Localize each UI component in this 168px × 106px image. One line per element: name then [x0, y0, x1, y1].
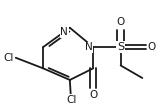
Text: Cl: Cl — [4, 53, 14, 63]
Text: S: S — [117, 42, 124, 52]
Text: O: O — [117, 17, 125, 27]
Text: O: O — [90, 90, 98, 100]
Text: Cl: Cl — [66, 95, 77, 105]
Text: O: O — [147, 42, 156, 52]
Text: N: N — [60, 27, 68, 37]
Text: N: N — [85, 42, 92, 52]
